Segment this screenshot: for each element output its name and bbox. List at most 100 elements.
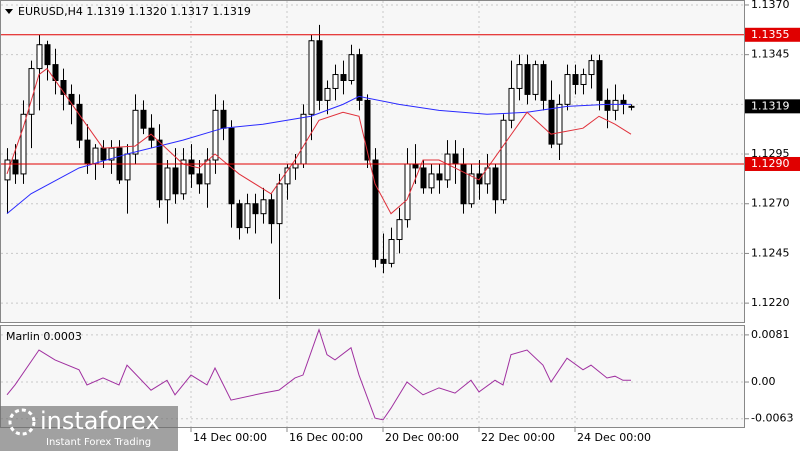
candle-body [428,173,435,189]
candle-body [596,60,603,101]
candle-body [268,199,275,225]
candle-body [316,40,323,101]
candle-body [452,153,459,165]
candle-body [468,173,475,205]
y-tick-label: 1.1245 [751,246,790,259]
candle-body [404,163,411,221]
logo-subtext: Instant Forex Trading [46,437,151,448]
x-tick-label: 24 Dec 00:00 [577,431,651,444]
candle-body [60,80,67,95]
candle-body [236,203,243,229]
layer: 1.13701.13451.13201.12951.12701.12451.12… [1,0,800,444]
candle-body [100,147,107,161]
y-tick-label: 1.1345 [751,48,790,61]
candle-body [308,40,315,115]
moving-average [6,67,632,215]
candle-body [540,64,547,101]
candle-body [460,163,467,205]
candle-body [292,163,299,169]
candle-body [500,119,507,201]
x-tick-label: 22 Dec 00:00 [481,431,555,444]
symbol-title: EURUSD,H4 1.1319 1.1320 1.1317 1.1319 [18,5,251,18]
candle-body [524,64,531,95]
candle-body [76,103,83,141]
candle-body [276,183,283,225]
candle-body [108,147,115,161]
candle-body [580,74,587,85]
candle-body [436,173,443,181]
candle-body [156,139,163,201]
candle-body [620,99,627,105]
candle-body [284,167,291,185]
x-tick-label: 16 Dec 00:00 [289,431,363,444]
y-tick-label: 0.00 [751,375,776,388]
candle-body [412,163,419,169]
candle-body [132,109,139,155]
candle-body [172,167,179,195]
logo-icon [8,408,36,436]
candle-body [556,103,563,145]
candle-body [140,109,147,129]
candle-body [572,74,579,85]
candle-body [260,199,267,215]
candle-body [604,99,611,111]
x-tick-label: 14 Dec 00:00 [193,431,267,444]
candle-body [372,159,379,260]
candle-body [84,139,91,165]
y-tick-label: 1.1370 [751,0,790,11]
oscillator-title: Marlin 0.0003 [6,330,82,343]
candle-body [508,87,515,121]
level-label: 1.1290 [751,157,790,170]
y-tick-label: 1.1295 [751,147,790,160]
candle-body [628,105,635,108]
candle-body [380,258,387,264]
candle-body [420,167,427,189]
candle-body [332,74,339,89]
candle-body [12,159,19,175]
candle-body [364,99,371,161]
candle-body [164,167,171,201]
y-tick-label: 0.0081 [751,328,790,341]
candle-body [36,44,43,70]
candle-body [20,113,27,175]
price-tag [745,99,800,114]
candle-body [444,153,451,181]
candle-body [388,239,395,264]
candle-body [244,203,251,229]
candle-body [588,60,595,76]
candle-body [300,113,307,165]
candle-body [4,159,11,181]
candle-body [44,44,51,66]
y-tick-label: -0.0063 [751,412,793,425]
price-label: 1.1319 [751,99,790,112]
candle-body [196,173,203,185]
candle-body [532,64,539,95]
candle-body [516,64,523,89]
level-tag [745,156,800,171]
y-tick-label: 1.1270 [751,197,790,210]
y-tick-label: 1.1220 [751,296,790,309]
candle-body [92,147,99,165]
level-label: 1.1355 [751,28,790,41]
candle-body [396,219,403,241]
candle-body [548,99,555,145]
menu-triangle [5,9,13,14]
level-tag [745,27,800,42]
candle-body [212,109,219,161]
candle-body [340,74,347,82]
oscillator-line [6,328,631,421]
logo-text: instaforex [40,407,160,435]
candle-body [612,99,619,111]
candle-body [220,109,227,129]
x-tick-label: 20 Dec 00:00 [385,431,459,444]
candle-body [324,87,331,101]
candle-body [252,203,259,215]
candle-body [28,68,35,115]
candle-body [564,74,571,105]
candle-body [492,167,499,201]
moving-average [6,95,631,215]
candle-body [180,159,187,195]
candle-body [356,54,363,101]
